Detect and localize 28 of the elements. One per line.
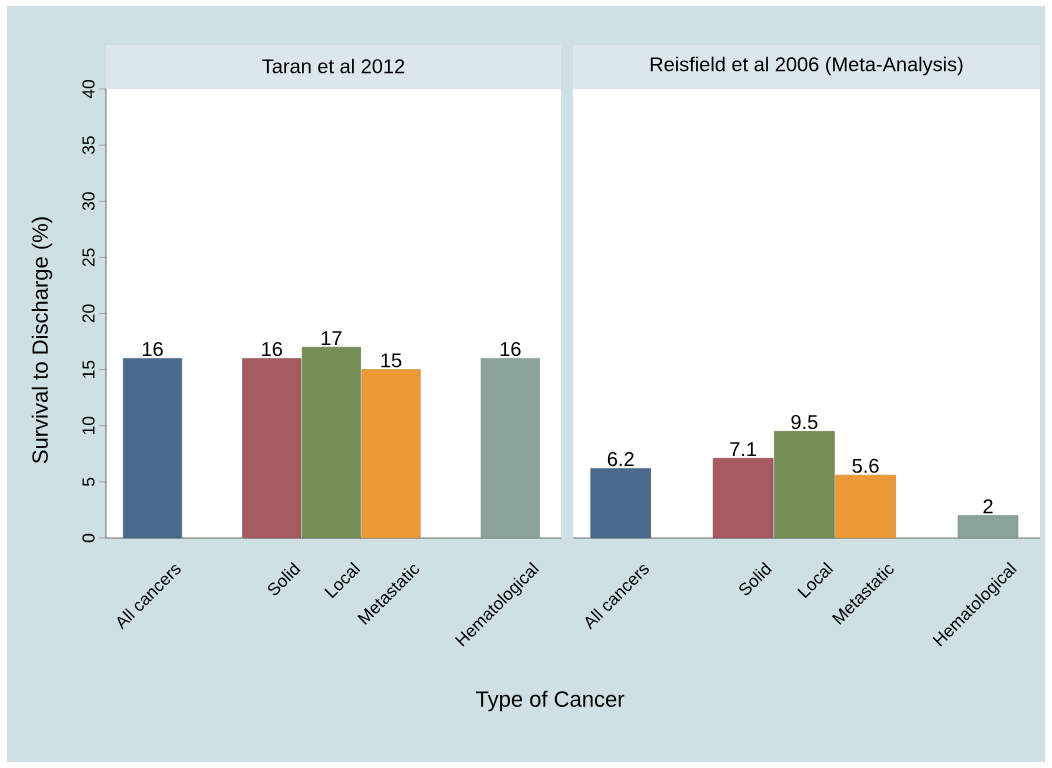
data-label: 6.2 [607,451,634,467]
bar [957,515,1019,539]
y-tick-label: 30 [82,192,95,211]
y-tick-label: 10 [82,416,95,435]
data-label: 17 [321,331,342,345]
bar [590,468,652,539]
y-tick-label: 25 [82,248,95,267]
y-tick-label: 20 [82,304,95,323]
data-label: 5.6 [852,458,879,473]
data-label: 16 [500,341,521,357]
data-label: 9.5 [791,414,818,430]
y-tick-label: 15 [82,360,95,378]
y-tick-label: 0 [82,533,95,543]
y-axis-title: Survival to Discharge (%) [31,217,53,464]
data-label: 15 [381,353,402,368]
data-label: 2 [983,499,993,514]
data-label: 16 [262,341,283,357]
y-tick-label: 5 [82,477,95,486]
data-label: 16 [142,341,163,357]
bar [712,458,774,539]
chart-title: Taran et al 2012 [262,58,405,74]
bar [835,474,896,539]
data-label: 7.1 [730,442,757,457]
x-axis-title: Type of Cancer [475,690,625,712]
chart-title: Reisfield et al 2006 (Meta-Analysis) [650,56,963,76]
y-tick-label: 40 [82,80,95,99]
bar [774,431,835,539]
y-tick-label: 35 [82,136,95,155]
